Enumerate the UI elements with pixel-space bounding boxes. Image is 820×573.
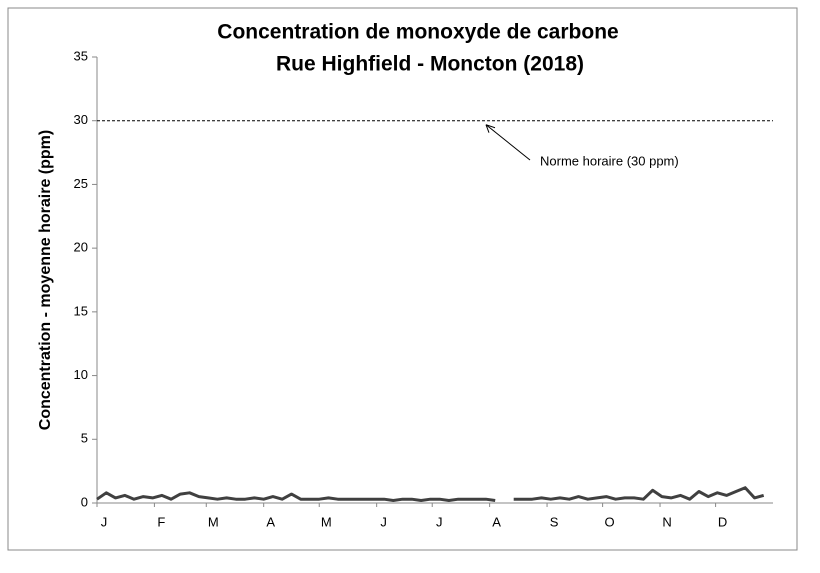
y-tick-label: 10	[74, 367, 88, 382]
chart-subtitle: Rue Highfield - Moncton (2018)	[276, 53, 584, 76]
y-tick-label: 5	[81, 431, 88, 446]
x-tick-label: J	[101, 514, 108, 529]
x-tick-label: O	[605, 514, 615, 529]
data-line	[96, 486, 765, 502]
x-tick-label: M	[321, 514, 332, 529]
x-tick-label: A	[266, 514, 275, 529]
x-tick-label: J	[436, 514, 443, 529]
annotation-arrow	[485, 124, 531, 161]
y-tick-label: 35	[74, 48, 88, 63]
x-tick-label: D	[718, 514, 727, 529]
x-tick-label: M	[208, 514, 219, 529]
chart-border	[7, 7, 798, 551]
x-tick-label: N	[662, 514, 671, 529]
x-tick-label: S	[550, 514, 559, 529]
x-tick-label: F	[157, 514, 165, 529]
y-tick-label: 30	[74, 112, 88, 127]
y-tick-label: 25	[74, 176, 88, 191]
y-axis-label: Concentration - moyenne horaire (ppm)	[37, 130, 54, 430]
chart-title: Concentration de monoxyde de carbone	[217, 21, 618, 44]
annotation: Norme horaire (30 ppm)	[540, 153, 679, 168]
annotation-arrowhead	[485, 124, 496, 133]
y-tick-label: 0	[81, 494, 88, 509]
x-tick-label: A	[492, 514, 501, 529]
x-tick-label: J	[380, 514, 387, 529]
y-tick-label: 15	[74, 303, 88, 318]
y-tick-label: 20	[74, 240, 88, 255]
